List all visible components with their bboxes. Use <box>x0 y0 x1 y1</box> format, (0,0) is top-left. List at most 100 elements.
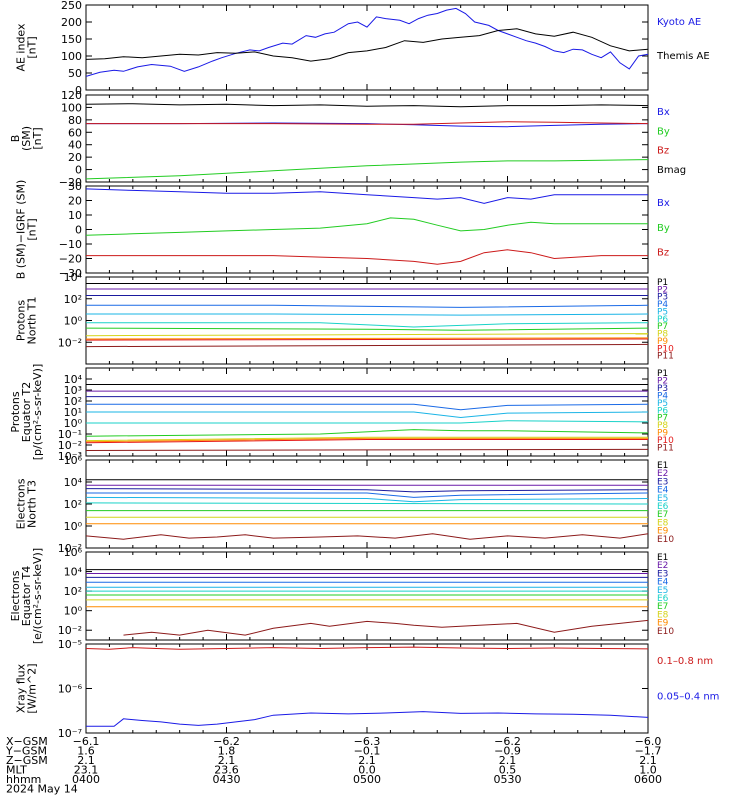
y-tick-label: 10² <box>64 395 82 408</box>
ephemeris-value: −6.1 <box>73 735 100 748</box>
legend-label: E4 <box>657 486 669 496</box>
legend-label: E4 <box>657 578 669 588</box>
y-tick-label: −10 <box>59 238 82 251</box>
legend-label: P5 <box>657 399 668 409</box>
y-tick-label: 120 <box>61 89 82 102</box>
panel-frame <box>85 185 649 274</box>
ephemeris-value: 23.1 <box>74 764 99 777</box>
ephemeris-value: 1.0 <box>639 764 657 777</box>
ephemeris-value: −0.9 <box>494 745 521 758</box>
y-tick-label: 10³ <box>64 384 82 397</box>
y-axis-label: [nT] <box>31 127 44 149</box>
y-tick-label: 30 <box>68 180 82 193</box>
ephemeris-value: −1.7 <box>635 745 662 758</box>
series-line-E6 <box>86 502 648 505</box>
legend-label: E10 <box>657 535 674 545</box>
ephemeris-value: 0530 <box>494 773 522 786</box>
y-tick-label: 10⁻⁵ <box>58 638 82 651</box>
legend-label: E1 <box>657 553 668 563</box>
y-tick-label: 10⁴ <box>64 373 83 386</box>
legend-label: P1 <box>657 278 668 288</box>
series-line-P6 <box>86 420 648 424</box>
series-line-P9 <box>86 337 648 340</box>
series-line-Bx <box>86 188 648 204</box>
legend-label: E7 <box>657 602 668 612</box>
y-axis-label: Protons <box>9 391 22 432</box>
panel-frame <box>85 94 649 183</box>
legend-label: P10 <box>657 344 674 354</box>
legend-label: Bz <box>657 248 669 259</box>
legend-label: P5 <box>657 307 668 317</box>
legend-label: P11 <box>657 444 674 454</box>
y-tick-label: 10⁻² <box>58 336 82 349</box>
ephemeris-value: 0.5 <box>499 764 517 777</box>
ephemeris-value: 0.0 <box>358 764 376 777</box>
series-line-Themis AE <box>86 28 648 62</box>
ephemeris-value: 1.6 <box>77 745 95 758</box>
y-axis-label: Equator T4 <box>20 566 33 626</box>
legend-label: Bx <box>657 198 670 209</box>
y-tick-label: 10² <box>64 498 82 511</box>
y-tick-label: 10⁰ <box>64 520 83 533</box>
panel-frame <box>85 643 649 734</box>
legend-label: P6 <box>657 315 668 325</box>
series-line-Kyoto AE <box>86 7 648 77</box>
series-line-By <box>86 217 648 236</box>
legend-label: Themis AE <box>656 51 710 62</box>
legend-label: P4 <box>657 300 668 310</box>
legend-label: E7 <box>657 510 668 520</box>
legend-label: By <box>657 126 670 137</box>
series-line-P9 <box>86 437 648 443</box>
ephemeris-value: 2.1 <box>358 754 376 767</box>
y-tick-label: 50 <box>68 67 82 80</box>
y-axis-label: B <box>9 135 22 143</box>
panel-frame <box>85 4 649 91</box>
legend-label: E2 <box>657 469 668 479</box>
legend-label: P9 <box>657 337 668 347</box>
legend-label: Bz <box>657 146 669 157</box>
y-tick-label: 10¹ <box>64 406 82 419</box>
y-tick-label: 10² <box>64 293 82 306</box>
ephemeris-value: −6.2 <box>213 735 240 748</box>
y-tick-label: 10⁻² <box>58 542 82 555</box>
ephemeris-value: 2.1 <box>218 754 236 767</box>
y-tick-label: 0 <box>75 84 82 97</box>
series-line-E10 <box>123 619 648 636</box>
ephemeris-value: 0600 <box>634 773 662 786</box>
y-axis-label: [nT] <box>26 218 39 240</box>
legend-label: E6 <box>657 594 669 604</box>
ephemeris-value: 2.1 <box>639 754 657 767</box>
series-line-P4 <box>86 304 648 308</box>
legend-label: P7 <box>657 414 668 424</box>
y-tick-label: −20 <box>59 176 82 189</box>
legend-label: E2 <box>657 561 668 571</box>
series-line-P7 <box>86 429 648 437</box>
y-tick-label: 250 <box>61 0 82 12</box>
series-line-E10 <box>86 533 648 540</box>
y-axis-label: Equator T2 <box>20 382 33 442</box>
y-axis-label: Xray flux <box>15 663 28 713</box>
ephemeris-value: 1.8 <box>218 745 236 758</box>
y-tick-label: 10⁰ <box>64 417 83 430</box>
panel-frame <box>85 551 649 641</box>
legend-label: E6 <box>657 502 669 512</box>
legend-label: P3 <box>657 293 668 303</box>
series-line-P8 <box>86 436 648 442</box>
y-axis-label: North T3 <box>26 480 39 528</box>
legend-label: E1 <box>657 461 668 471</box>
ephemeris-value: 0400 <box>72 773 100 786</box>
ephemeris-row-label: Z−GSM <box>6 754 48 767</box>
ephemeris-value: 2.1 <box>499 754 517 767</box>
legend-label: P3 <box>657 384 668 394</box>
y-tick-label: 80 <box>68 114 82 127</box>
series-line-P5 <box>86 411 648 419</box>
y-tick-label: 150 <box>61 33 82 46</box>
y-tick-label: 0 <box>75 164 82 177</box>
legend-label: P9 <box>657 429 668 439</box>
panel-xray: 10⁻⁷ 10⁻⁶ 10⁻⁵ Xray flux[W/m^2] 0.1–0.8 nm 0.… <box>15 638 720 740</box>
y-tick-label: 10⁻¹ <box>58 428 82 441</box>
y-tick-label: 10⁶ <box>64 454 83 467</box>
